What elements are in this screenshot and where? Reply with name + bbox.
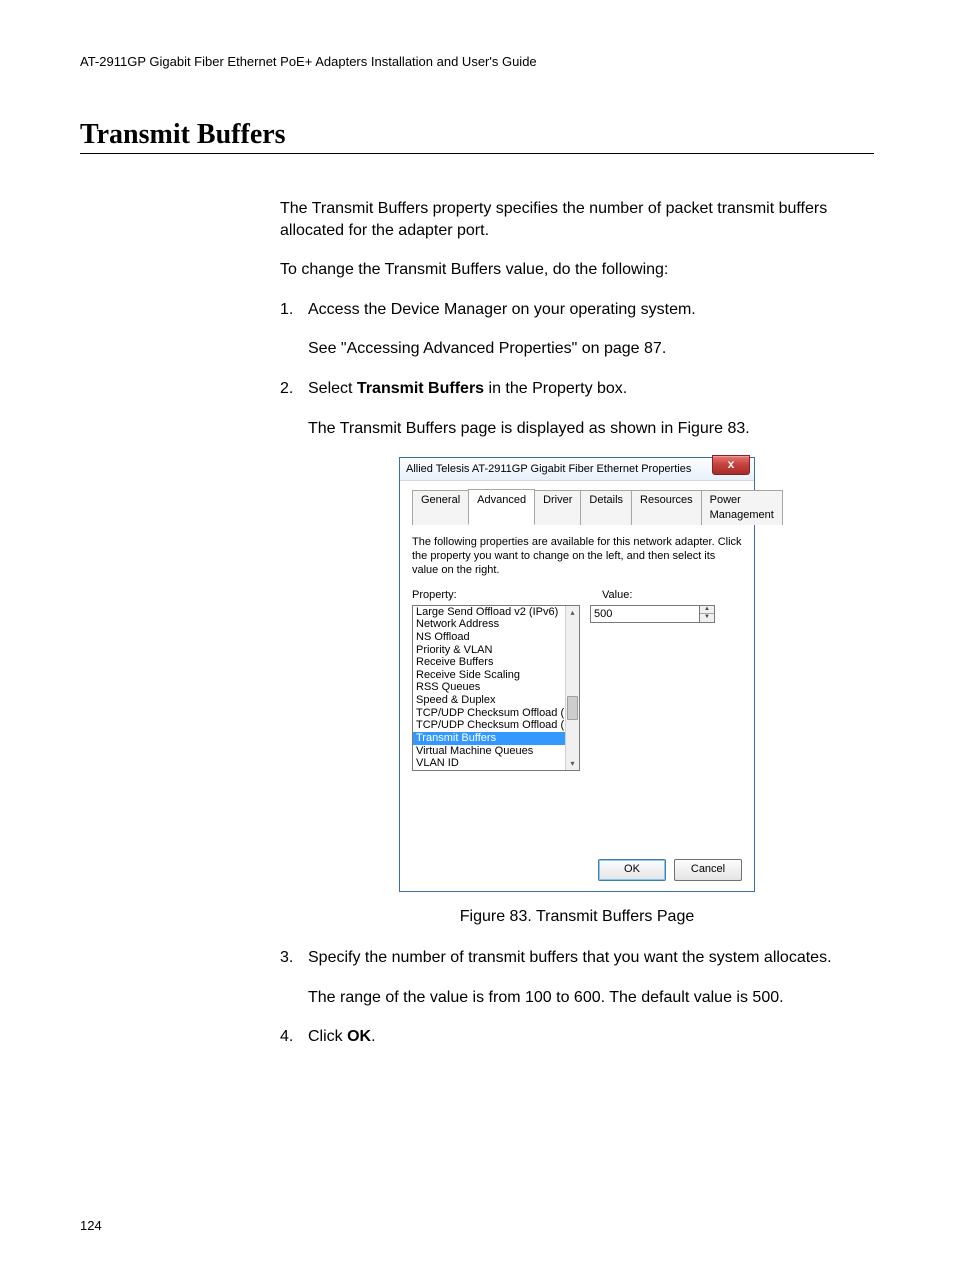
step-1-text: Access the Device Manager on your operat…: [308, 299, 874, 321]
step-2-text: Select Transmit Buffers in the Property …: [308, 378, 874, 400]
dialog-titlebar[interactable]: Allied Telesis AT-2911GP Gigabit Fiber E…: [400, 458, 754, 481]
scroll-down-icon[interactable]: ▾: [566, 757, 579, 770]
list-item[interactable]: Network Address: [413, 618, 566, 631]
list-item[interactable]: VMQ VLAN Filtering: [413, 770, 566, 771]
property-listbox[interactable]: Large Send Offload v2 (IPv6) Network Add…: [412, 605, 580, 771]
dialog-description: The following properties are available f…: [412, 535, 742, 578]
step-4-text: Click OK.: [308, 1026, 874, 1048]
page-number: 124: [80, 1218, 874, 1233]
scroll-up-icon[interactable]: ▴: [566, 606, 579, 619]
step-4: 4. Click OK.: [280, 1026, 874, 1048]
section-title: Transmit Buffers: [80, 119, 874, 154]
list-item[interactable]: Speed & Duplex: [413, 694, 566, 707]
step-3-number: 3.: [280, 947, 308, 969]
cancel-button[interactable]: Cancel: [674, 859, 742, 881]
step-2-pre: Select: [308, 380, 357, 397]
listbox-scrollbar[interactable]: ▴ ▾: [565, 606, 579, 770]
page-header: AT-2911GP Gigabit Fiber Ethernet PoE+ Ad…: [80, 54, 874, 69]
value-spinner[interactable]: 500 ▲ ▼: [590, 605, 715, 623]
tab-details[interactable]: Details: [580, 490, 632, 525]
step-1: 1. Access the Device Manager on your ope…: [280, 299, 874, 321]
tab-resources[interactable]: Resources: [631, 490, 702, 525]
list-item[interactable]: Large Send Offload v2 (IPv6): [413, 606, 566, 619]
tab-driver[interactable]: Driver: [534, 490, 581, 525]
list-item[interactable]: TCP/UDP Checksum Offload (IPv4: [413, 707, 566, 720]
step-2-subtext: The Transmit Buffers page is displayed a…: [308, 418, 874, 440]
value-input[interactable]: 500: [590, 605, 700, 623]
scroll-thumb[interactable]: [567, 696, 578, 720]
step-3-text: Specify the number of transmit buffers t…: [308, 947, 874, 969]
list-item[interactable]: Receive Side Scaling: [413, 669, 566, 682]
ok-button[interactable]: OK: [598, 859, 666, 881]
spinner-up-icon[interactable]: ▲: [700, 606, 714, 615]
list-item[interactable]: RSS Queues: [413, 681, 566, 694]
list-item[interactable]: NS Offload: [413, 631, 566, 644]
list-item[interactable]: Virtual Machine Queues: [413, 745, 566, 758]
dialog-title: Allied Telesis AT-2911GP Gigabit Fiber E…: [406, 462, 691, 477]
step-4-bold: OK: [347, 1028, 371, 1045]
intro-paragraph-2: To change the Transmit Buffers value, do…: [280, 259, 874, 281]
step-2-post: in the Property box.: [484, 380, 627, 397]
tab-advanced[interactable]: Advanced: [468, 489, 535, 525]
value-label: Value:: [602, 588, 632, 603]
list-item[interactable]: Priority & VLAN: [413, 644, 566, 657]
step-4-pre: Click: [308, 1028, 347, 1045]
step-4-number: 4.: [280, 1026, 308, 1048]
list-item-selected[interactable]: Transmit Buffers: [413, 732, 566, 745]
figure-caption: Figure 83. Transmit Buffers Page: [280, 906, 874, 928]
close-button[interactable]: x: [712, 455, 750, 475]
properties-dialog: Allied Telesis AT-2911GP Gigabit Fiber E…: [399, 457, 755, 891]
dialog-tabs: General Advanced Driver Details Resource…: [412, 489, 742, 525]
list-item[interactable]: VLAN ID: [413, 757, 566, 770]
step-1-subtext: See "Accessing Advanced Properties" on p…: [308, 338, 874, 360]
list-item[interactable]: Receive Buffers: [413, 656, 566, 669]
step-2-number: 2.: [280, 378, 308, 400]
tab-general[interactable]: General: [412, 490, 469, 525]
step-3-subtext: The range of the value is from 100 to 60…: [308, 987, 874, 1009]
step-3: 3. Specify the number of transmit buffer…: [280, 947, 874, 969]
tab-power-management[interactable]: Power Management: [701, 490, 783, 525]
spinner-down-icon[interactable]: ▼: [700, 614, 714, 622]
step-4-post: .: [371, 1028, 375, 1045]
step-2-bold: Transmit Buffers: [357, 380, 484, 397]
intro-paragraph-1: The Transmit Buffers property specifies …: [280, 198, 874, 241]
list-item[interactable]: TCP/UDP Checksum Offload (IPv6: [413, 719, 566, 732]
step-2: 2. Select Transmit Buffers in the Proper…: [280, 378, 874, 400]
property-label: Property:: [412, 588, 602, 603]
step-1-number: 1.: [280, 299, 308, 321]
